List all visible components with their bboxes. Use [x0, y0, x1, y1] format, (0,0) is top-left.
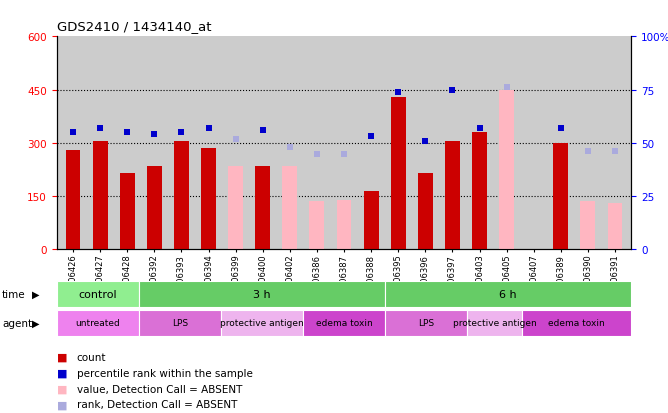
- Bar: [580, 202, 595, 250]
- Text: untreated: untreated: [75, 319, 120, 328]
- Text: count: count: [77, 352, 106, 362]
- Text: ■: ■: [57, 384, 67, 394]
- Bar: [608, 204, 623, 250]
- Bar: [522, 310, 631, 337]
- Text: ■: ■: [57, 399, 67, 409]
- Text: agent: agent: [2, 318, 32, 328]
- Text: control: control: [79, 289, 117, 299]
- Bar: [139, 281, 385, 308]
- Bar: [139, 310, 221, 337]
- Text: 3 h: 3 h: [253, 289, 271, 299]
- Bar: [391, 97, 405, 250]
- Bar: [57, 281, 139, 308]
- Bar: [255, 166, 270, 250]
- Text: ■: ■: [57, 368, 67, 378]
- Bar: [553, 144, 568, 250]
- Bar: [418, 173, 433, 250]
- Bar: [499, 90, 514, 250]
- Bar: [385, 281, 631, 308]
- Bar: [65, 151, 80, 250]
- Bar: [467, 310, 522, 337]
- Bar: [303, 310, 385, 337]
- Text: LPS: LPS: [172, 319, 188, 328]
- Text: protective antigen: protective antigen: [453, 319, 536, 328]
- Bar: [228, 166, 243, 250]
- Bar: [337, 200, 351, 250]
- Text: value, Detection Call = ABSENT: value, Detection Call = ABSENT: [77, 384, 242, 394]
- Bar: [221, 310, 303, 337]
- Text: edema toxin: edema toxin: [316, 319, 372, 328]
- Text: ▶: ▶: [32, 318, 39, 328]
- Bar: [57, 310, 139, 337]
- Bar: [93, 142, 108, 250]
- Text: percentile rank within the sample: percentile rank within the sample: [77, 368, 253, 378]
- Bar: [385, 310, 467, 337]
- Text: 6 h: 6 h: [500, 289, 517, 299]
- Text: rank, Detection Call = ABSENT: rank, Detection Call = ABSENT: [77, 399, 237, 409]
- Bar: [445, 142, 460, 250]
- Text: protective antigen: protective antigen: [220, 319, 304, 328]
- Text: LPS: LPS: [418, 319, 434, 328]
- Text: edema toxin: edema toxin: [548, 319, 605, 328]
- Bar: [120, 173, 135, 250]
- Bar: [201, 149, 216, 250]
- Text: GDS2410 / 1434140_at: GDS2410 / 1434140_at: [57, 20, 211, 33]
- Text: ▶: ▶: [32, 289, 39, 299]
- Text: time: time: [2, 289, 25, 299]
- Bar: [283, 166, 297, 250]
- Bar: [309, 202, 325, 250]
- Bar: [174, 142, 189, 250]
- Text: ■: ■: [57, 352, 67, 362]
- Bar: [147, 166, 162, 250]
- Bar: [472, 133, 487, 250]
- Bar: [363, 191, 379, 250]
